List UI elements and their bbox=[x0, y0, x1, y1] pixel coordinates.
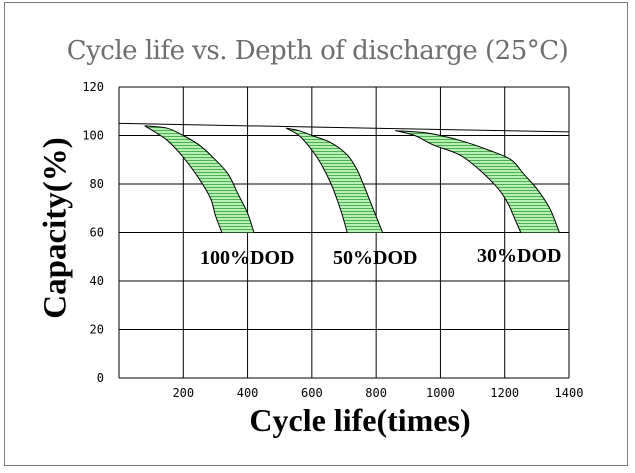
x-tick-label: 1200 bbox=[490, 386, 519, 400]
chart-frame bbox=[4, 2, 628, 466]
y-tick-label: 80 bbox=[90, 177, 104, 191]
y-tick-label: 100 bbox=[82, 129, 104, 143]
band-50pctdod bbox=[286, 128, 383, 233]
x-tick-label: 400 bbox=[237, 386, 259, 400]
x-tick-label: 1000 bbox=[426, 386, 455, 400]
x-tick-label: 800 bbox=[365, 386, 387, 400]
upper-curve-100pctdod bbox=[144, 125, 255, 233]
x-axis-label: Cycle life(times) bbox=[249, 402, 471, 438]
upper-curve-50pctdod bbox=[286, 127, 384, 233]
y-tick-label: 0 bbox=[97, 371, 104, 385]
lower-curve-50pctdod bbox=[285, 127, 348, 233]
x-tick-label: 200 bbox=[172, 386, 194, 400]
dod-label: 100%DOD bbox=[200, 247, 294, 269]
band-30pctdod bbox=[395, 130, 560, 233]
y-tick-label: 20 bbox=[90, 323, 104, 337]
y-tick-label: 60 bbox=[90, 226, 104, 240]
lower-curve-30pctdod bbox=[395, 130, 522, 233]
chart-title: Cycle life vs. Depth of discharge (25°C) bbox=[66, 36, 569, 66]
capacity-baseline bbox=[118, 122, 570, 133]
x-tick-label: 600 bbox=[301, 386, 323, 400]
y-tick-label: 120 bbox=[82, 80, 104, 94]
lower-curve-100pctdod bbox=[144, 125, 223, 233]
x-tick-label: 1400 bbox=[555, 386, 584, 400]
band-100pctdod bbox=[144, 125, 254, 233]
dod-label: 50%DOD bbox=[333, 247, 417, 269]
dod-label: 30%DOD bbox=[477, 245, 561, 267]
upper-curve-30pctdod bbox=[395, 130, 560, 233]
y-tick-label: 40 bbox=[90, 274, 104, 288]
